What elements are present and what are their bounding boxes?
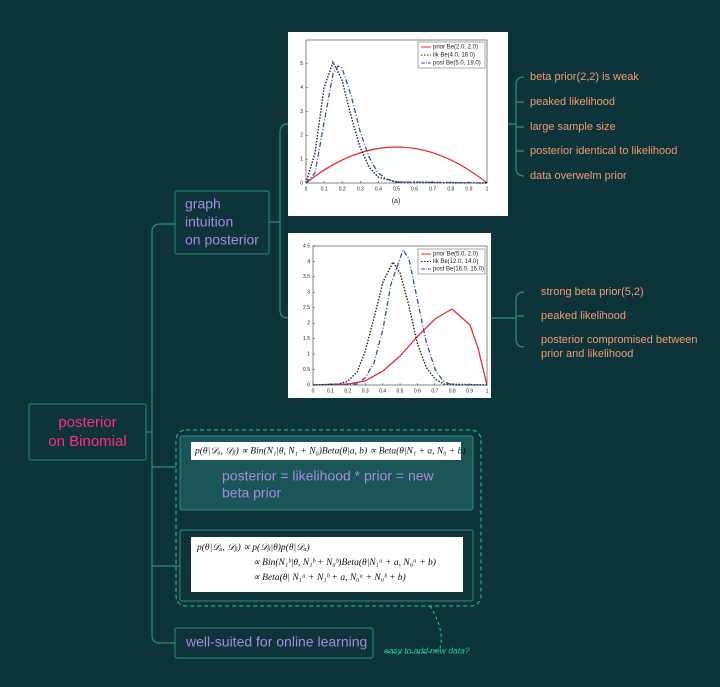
online-node xyxy=(174,627,374,659)
annotation: easy to add new data? xyxy=(384,645,470,655)
formula: p(θ|𝒟ₐ, 𝒟ᵦ) ∝ p(𝒟ᵦ|θ)p(θ|𝒟ₐ) xyxy=(196,542,310,553)
likelihood-curve xyxy=(312,260,488,386)
x-tick-label: 0.8 xyxy=(449,388,456,394)
prior-curve xyxy=(305,146,488,184)
connector xyxy=(508,76,525,177)
x-tick-label: 1 xyxy=(486,388,489,394)
posterior-curve xyxy=(305,65,488,184)
note: large sample size xyxy=(530,121,616,133)
node-label: posterior = likelihood * prior = new xyxy=(222,468,435,484)
y-tick-label: 2.5 xyxy=(303,305,310,311)
formula-image xyxy=(191,442,461,460)
legend xyxy=(417,248,486,275)
note: prior and likelihood xyxy=(541,348,633,360)
y-tick-label: 2 xyxy=(307,321,310,327)
x-tick-label: 0.2 xyxy=(344,388,351,394)
legend-label: lik Be(12.0, 14.0) xyxy=(433,259,478,265)
x-tick-label: 0.4 xyxy=(375,186,382,192)
connector xyxy=(491,291,525,348)
legend-label: prior Be(2.0, 2.0) xyxy=(433,45,478,51)
likelihood-curve xyxy=(305,60,488,184)
x-tick-label: 0.5 xyxy=(397,388,404,394)
x-tick-label: 0.9 xyxy=(466,388,473,394)
x-tick-label: 0 xyxy=(305,186,308,192)
note: posterior identical to likelihood xyxy=(530,145,677,157)
node-label: well-suited for online learning xyxy=(185,634,367,650)
root-label: posterior xyxy=(58,414,116,431)
note: data overwelm prior xyxy=(530,170,627,182)
note: peaked likelihood xyxy=(530,96,615,108)
y-tick-label: 1.5 xyxy=(303,336,310,342)
legend-label: post Be(16.0, 15.0) xyxy=(433,267,484,273)
chart-a: prior Be(2.0, 2.0) lik Be(4.0, 18.0) pos… xyxy=(288,32,508,216)
note: strong beta prior(5,2) xyxy=(541,286,644,298)
x-tick-label: 0.2 xyxy=(339,186,346,192)
y-tick-label: 4 xyxy=(300,85,303,91)
x-tick-label: 0.3 xyxy=(357,186,364,192)
x-tick-label: 0.7 xyxy=(431,388,438,394)
posterior-curve xyxy=(312,248,487,386)
x-tick-label: 0.1 xyxy=(321,186,328,192)
formula: ∝ Bin(N₁ᵇ|θ, N₁ᵇ + N₀ᵇ)Beta(θ|N₁ᵃ + a, N… xyxy=(253,557,436,568)
x-tick-label: 0.7 xyxy=(429,186,436,192)
root-label: on Binomial xyxy=(48,433,126,450)
y-tick-label: 1 xyxy=(307,351,310,357)
y-tick-label: 0 xyxy=(300,180,303,186)
y-tick-label: 5 xyxy=(300,61,303,67)
x-tick-label: 0.5 xyxy=(393,186,400,192)
x-tick-label: 0.6 xyxy=(411,186,418,192)
root-node xyxy=(28,403,147,461)
node-label: graph xyxy=(185,196,221,212)
group-outline xyxy=(175,429,482,607)
legend-label: lik Be(4.0, 18.0) xyxy=(433,53,475,59)
x-tick-label: 0.1 xyxy=(327,388,334,394)
y-tick-label: 3 xyxy=(307,290,310,296)
chart-b: prior Be(5.0, 2.0) lik Be(12.0, 14.0) po… xyxy=(288,233,491,398)
node-label: beta prior xyxy=(222,485,281,501)
x-tick-label: 0.3 xyxy=(362,388,369,394)
formula: p(θ|𝒟ₐ, 𝒟ᵦ) ∝ Bin(N₁|θ, N₁ + N₀)Beta(θ|a… xyxy=(194,446,466,457)
connector xyxy=(269,123,289,319)
y-tick-label: 0.5 xyxy=(303,367,310,373)
legend-label: prior Be(5.0, 2.0) xyxy=(433,252,478,258)
x-tick-label: 1 xyxy=(486,186,489,192)
y-tick-label: 3.5 xyxy=(303,274,310,280)
x-tick-label: 0 xyxy=(312,388,315,394)
x-tick-label: 0.6 xyxy=(414,388,421,394)
note: posterior compromised between xyxy=(541,334,698,346)
note: beta prior(2,2) is weak xyxy=(530,71,639,83)
node-label: intuition xyxy=(185,214,233,230)
graph-node xyxy=(174,190,270,255)
x-tick-label: 0.4 xyxy=(379,388,386,394)
x-tick-label: 0.9 xyxy=(465,186,472,192)
node-label: on posterior xyxy=(185,232,259,248)
formula-image xyxy=(191,537,463,592)
note: peaked likelihood xyxy=(541,310,626,322)
formula-node xyxy=(179,529,474,602)
y-tick-label: 0 xyxy=(307,382,310,388)
y-tick-label: 4 xyxy=(307,259,310,265)
legend xyxy=(417,41,486,69)
caption: (a) xyxy=(392,198,401,205)
y-tick-label: 3 xyxy=(300,109,303,115)
legend-label: post Be(5.0, 19.0) xyxy=(433,61,481,67)
annotation-arrow xyxy=(383,605,442,654)
formula: ∝ Beta(θ| N₁ᵃ + N₁ᵇ + a, N₀ᵃ + N₀ᵇ + b) xyxy=(253,572,406,583)
y-tick-label: 1 xyxy=(300,156,303,162)
connector xyxy=(146,223,180,644)
x-tick-label: 0.8 xyxy=(447,186,454,192)
y-tick-label: 2 xyxy=(300,133,303,139)
y-tick-label: 4.5 xyxy=(303,243,310,249)
